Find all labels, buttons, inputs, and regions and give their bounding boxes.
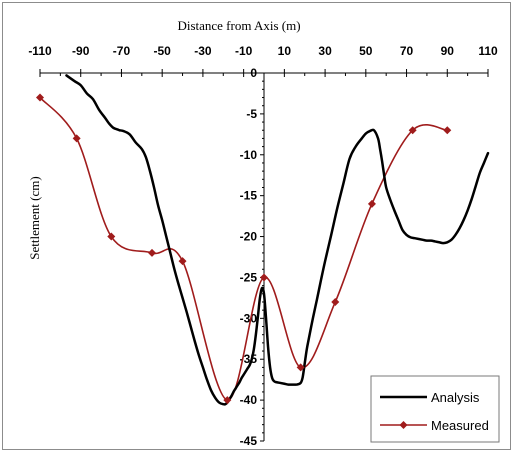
chart-frame: Distance from Axis (m) Settlement (cm) -… [2,2,511,450]
x-tick-label: 70 [400,44,414,58]
y-tick-label: -20 [240,230,258,244]
x-tick-label: 50 [359,44,373,58]
y-tick-label: -30 [240,311,258,325]
legend-measured-marker [399,421,408,429]
measured-point [36,93,44,102]
x-tick-label: -90 [72,44,90,58]
measured-point [178,257,187,266]
measured-point [331,297,340,306]
measured-line [39,96,448,401]
y-tick-label: -5 [246,107,257,121]
x-tick-label: -10 [235,44,253,58]
x-tick-label: -110 [28,44,52,58]
legend-analysis-label: Analysis [431,390,480,405]
x-tick-label: 10 [278,44,292,58]
measured-point [107,232,116,241]
y-axis-title: Settlement (cm) [27,176,42,259]
y-tick-label: -25 [240,270,258,284]
measured-point [367,199,376,208]
x-tick-label: -50 [154,44,172,58]
y-tick-labels: 0-5-10-15-20-25-30-35-40-45 [240,66,258,448]
series-layer [36,74,490,406]
y-tick-label: -15 [240,189,258,203]
x-tick-label: 30 [318,44,332,58]
x-tick-label: 90 [441,44,455,58]
x-tick-label: -70 [113,44,131,58]
measured-point [443,126,452,135]
x-axis-title: Distance from Axis (m) [177,18,300,33]
legend-measured-label: Measured [431,418,489,433]
measured-point [223,396,232,405]
legend: Analysis Measured [370,375,500,443]
measured-point [408,126,417,135]
settlement-chart: Distance from Axis (m) Settlement (cm) -… [27,18,500,448]
y-tick-label: -40 [240,393,258,407]
analysis-line [65,74,490,406]
y-tick-label: -10 [240,148,258,162]
legend-box [370,375,500,443]
x-tick-label: 110 [478,44,498,58]
measured-point [148,248,156,257]
measured-point [260,273,268,282]
y-tick-label: -45 [240,434,258,448]
x-tick-label: -30 [194,44,212,58]
measured-point [72,134,81,143]
x-tick-labels: -110 -90 -70 -50 -30 -10 10 30 50 70 90 110 [28,44,498,58]
measured-point [296,363,305,372]
axes [39,69,489,442]
